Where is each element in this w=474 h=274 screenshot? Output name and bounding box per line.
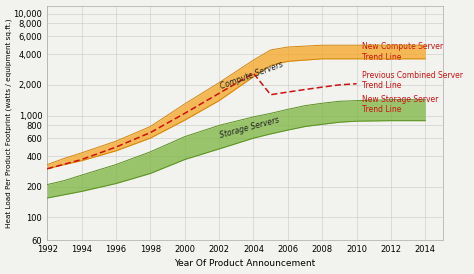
Text: Previous Combined Server
Trend Line: Previous Combined Server Trend Line bbox=[362, 71, 463, 90]
Text: New Compute Server
Trend Line: New Compute Server Trend Line bbox=[362, 42, 443, 62]
Text: Compute Servers: Compute Servers bbox=[219, 60, 284, 91]
Text: New Storage Server
Trend Line: New Storage Server Trend Line bbox=[362, 95, 438, 114]
Y-axis label: Heat Load Per Product Footprint (watts / equipment sq.ft.): Heat Load Per Product Footprint (watts /… bbox=[6, 18, 12, 227]
X-axis label: Year Of Product Announcement: Year Of Product Announcement bbox=[174, 259, 316, 269]
Text: Storage Servers: Storage Servers bbox=[219, 116, 281, 140]
